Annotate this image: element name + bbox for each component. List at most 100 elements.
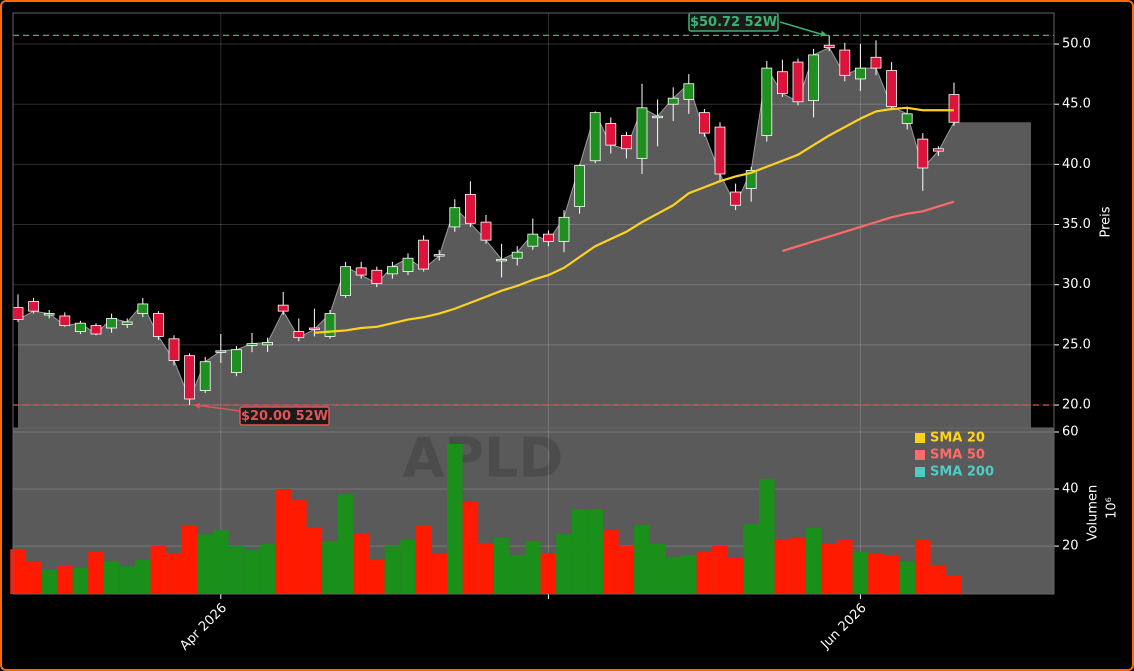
candle-body — [277, 304, 289, 312]
volume-bar — [899, 561, 915, 594]
volume-bar — [493, 538, 510, 594]
close-area-extension — [954, 122, 1031, 429]
volume-bar — [649, 544, 666, 594]
volume-bar — [400, 540, 416, 594]
volume-bar — [665, 557, 681, 594]
annotation-arrowhead — [193, 402, 201, 409]
candle-body — [386, 266, 398, 275]
volume-bar — [587, 509, 603, 594]
candle-body — [574, 165, 585, 207]
volume-bar — [291, 500, 307, 594]
volume-bar — [181, 524, 198, 594]
candle-body — [621, 135, 632, 150]
candle-body — [28, 301, 40, 312]
y-tick-label: 20 — [1062, 539, 1079, 554]
candle-body — [901, 113, 913, 124]
candle-body — [948, 94, 960, 123]
volume-bar — [618, 546, 635, 594]
legend-label: SMA 200 — [930, 465, 994, 480]
candle-body — [480, 221, 492, 241]
volume-bar — [478, 542, 494, 594]
volume-bar — [197, 534, 213, 594]
candle-body — [636, 107, 648, 159]
candle-body — [230, 349, 242, 373]
candle-body — [59, 315, 71, 327]
legend-swatch — [915, 467, 925, 477]
watermark: APLD — [403, 427, 564, 490]
candle-body — [730, 191, 741, 206]
candle-body — [75, 322, 86, 333]
candle-body — [152, 313, 164, 337]
candle-body — [246, 343, 258, 346]
volume-bar — [41, 570, 57, 594]
volume-bar — [727, 558, 744, 594]
volume-bar — [88, 552, 104, 594]
candle-body — [558, 216, 570, 242]
y-tick-label: 50.0 — [1062, 37, 1091, 52]
annotation-arrow — [779, 21, 826, 37]
volume-bar — [509, 555, 525, 594]
volume-bar — [322, 540, 338, 594]
volume-bar — [369, 559, 385, 594]
candle-body — [511, 251, 523, 259]
y-tick-label: 45.0 — [1062, 97, 1091, 112]
legend-swatch — [915, 450, 925, 460]
candle-body — [449, 207, 461, 228]
candle-body — [589, 112, 601, 162]
candle-body — [371, 269, 383, 284]
volume-bar — [774, 538, 791, 594]
y-tick-label: 40.0 — [1062, 157, 1091, 172]
volume-bar — [743, 524, 759, 594]
volume-bar — [759, 479, 775, 594]
y-tick-label: 25.0 — [1062, 337, 1091, 352]
candle-body — [917, 138, 929, 169]
candle-body — [527, 233, 539, 247]
candle-body — [543, 233, 554, 242]
candle-body — [340, 266, 352, 296]
candle-body — [714, 126, 726, 175]
candle-body — [106, 317, 117, 329]
annotation-arrowhead — [820, 30, 828, 37]
volume-bar — [805, 528, 822, 594]
annotation-arrow — [195, 404, 241, 412]
volume-bar — [883, 555, 900, 594]
volume-bar — [790, 538, 806, 594]
volume-bar — [431, 553, 447, 594]
volume-bar — [556, 534, 572, 594]
sma-line — [314, 106, 954, 334]
y-axis-label: Volumen — [1086, 485, 1101, 542]
candle-body — [355, 267, 367, 276]
volume-bar — [525, 540, 541, 594]
volume-bar — [837, 540, 853, 594]
candle-body — [184, 355, 196, 400]
volume-bar — [275, 489, 291, 594]
volume-panel-frame — [12, 427, 1055, 595]
volume-bar — [946, 576, 962, 594]
volume-bar — [540, 553, 557, 594]
candle-body — [496, 259, 508, 262]
candle-body — [262, 342, 274, 346]
candle-body — [199, 361, 211, 391]
volume-bar — [259, 544, 276, 594]
volume-bar — [228, 546, 245, 594]
volume-bar — [852, 552, 869, 594]
candle-body — [652, 115, 663, 119]
sma-line — [782, 200, 955, 253]
volume-bar — [696, 552, 713, 594]
candle-body — [870, 56, 882, 69]
candle-body — [43, 313, 55, 316]
x-tick-label: Apr 2026 — [177, 601, 230, 654]
legend-swatch — [915, 433, 925, 443]
candle-body — [886, 70, 897, 108]
close-area — [18, 47, 954, 428]
y-tick-label: 30.0 — [1062, 277, 1091, 292]
y-tick-label: 60 — [1062, 424, 1079, 439]
candle-body — [433, 254, 445, 257]
candle-body — [839, 49, 851, 76]
candle-body — [777, 71, 788, 94]
volume-bar — [384, 546, 401, 594]
candle-body — [667, 97, 679, 105]
volume-bar — [930, 565, 947, 594]
candle-body — [933, 148, 944, 152]
